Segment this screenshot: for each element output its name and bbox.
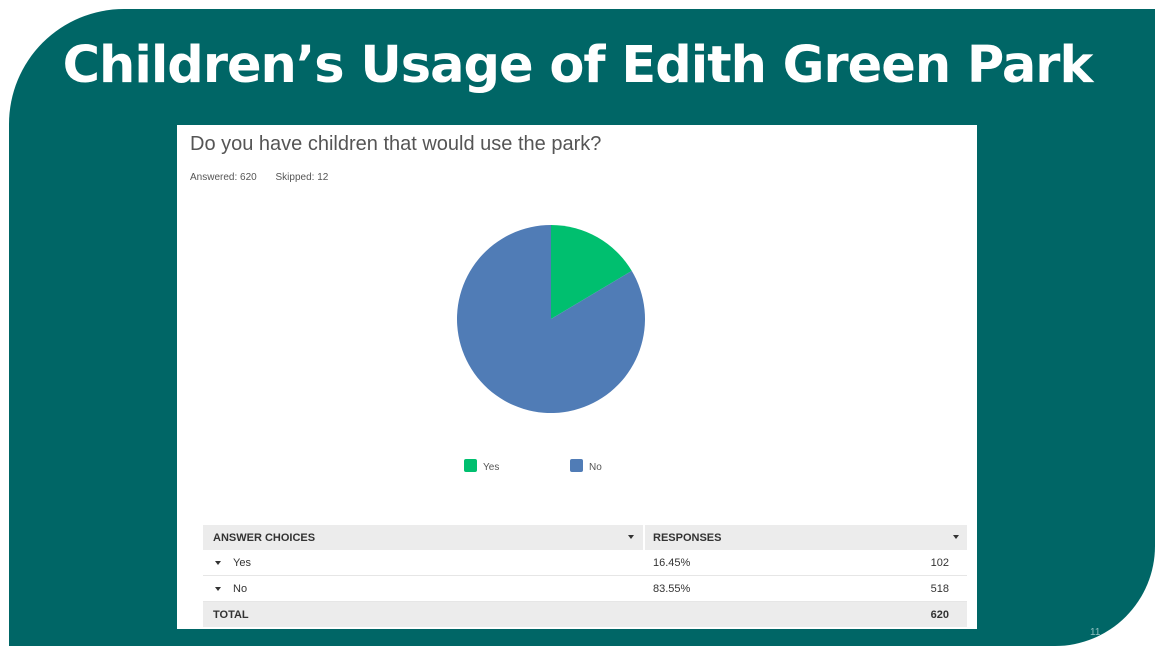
pie-chart: Yes No xyxy=(457,225,645,473)
table-row: Yes 16.45% 102 xyxy=(203,550,967,576)
percent-cell: 16.45% xyxy=(653,557,691,569)
table-total-row: TOTAL 620 xyxy=(203,602,967,627)
sort-arrow-icon[interactable] xyxy=(628,535,634,539)
expand-arrow-icon[interactable] xyxy=(215,561,221,566)
total-label: TOTAL xyxy=(213,609,249,621)
answer-choice-label: No xyxy=(233,583,248,595)
survey-question: Do you have children that would use the … xyxy=(190,133,602,155)
survey-results-panel: Do you have children that would use the … xyxy=(177,125,977,629)
percent-cell: 83.55% xyxy=(653,583,691,595)
header-divider xyxy=(643,525,645,550)
responses-table: ANSWER CHOICES RESPONSES Yes 16.45% 102 … xyxy=(203,525,967,627)
page-number: 11 xyxy=(1090,627,1101,638)
count-cell: 102 xyxy=(930,557,949,569)
slide-title: Children’s Usage of Edith Green Park xyxy=(62,36,1094,95)
answer-choice-cell[interactable]: Yes xyxy=(213,557,251,569)
total-count: 620 xyxy=(930,609,949,621)
header-answer-choices[interactable]: ANSWER CHOICES xyxy=(213,532,316,544)
legend-swatch-yes xyxy=(464,459,477,472)
pie-slice-no[interactable] xyxy=(457,225,645,414)
answered-count: Answered: 620 xyxy=(190,172,257,183)
answer-choice-cell[interactable]: No xyxy=(213,583,247,595)
pie-slice-yes[interactable] xyxy=(551,225,632,319)
table-row: No 83.55% 518 xyxy=(203,576,967,602)
answer-choice-label: Yes xyxy=(233,557,251,569)
sort-arrow-icon[interactable] xyxy=(953,535,959,539)
legend-swatch-no xyxy=(570,459,583,472)
response-stats: Answered: 620 Skipped: 12 xyxy=(190,172,344,183)
legend-label-no: No xyxy=(589,462,602,473)
skipped-count: Skipped: 12 xyxy=(275,172,329,183)
header-responses[interactable]: RESPONSES xyxy=(653,532,722,544)
expand-arrow-icon[interactable] xyxy=(215,587,221,592)
legend-label-yes: Yes xyxy=(483,462,499,473)
table-header-row: ANSWER CHOICES RESPONSES xyxy=(203,525,967,550)
count-cell: 518 xyxy=(930,583,949,595)
